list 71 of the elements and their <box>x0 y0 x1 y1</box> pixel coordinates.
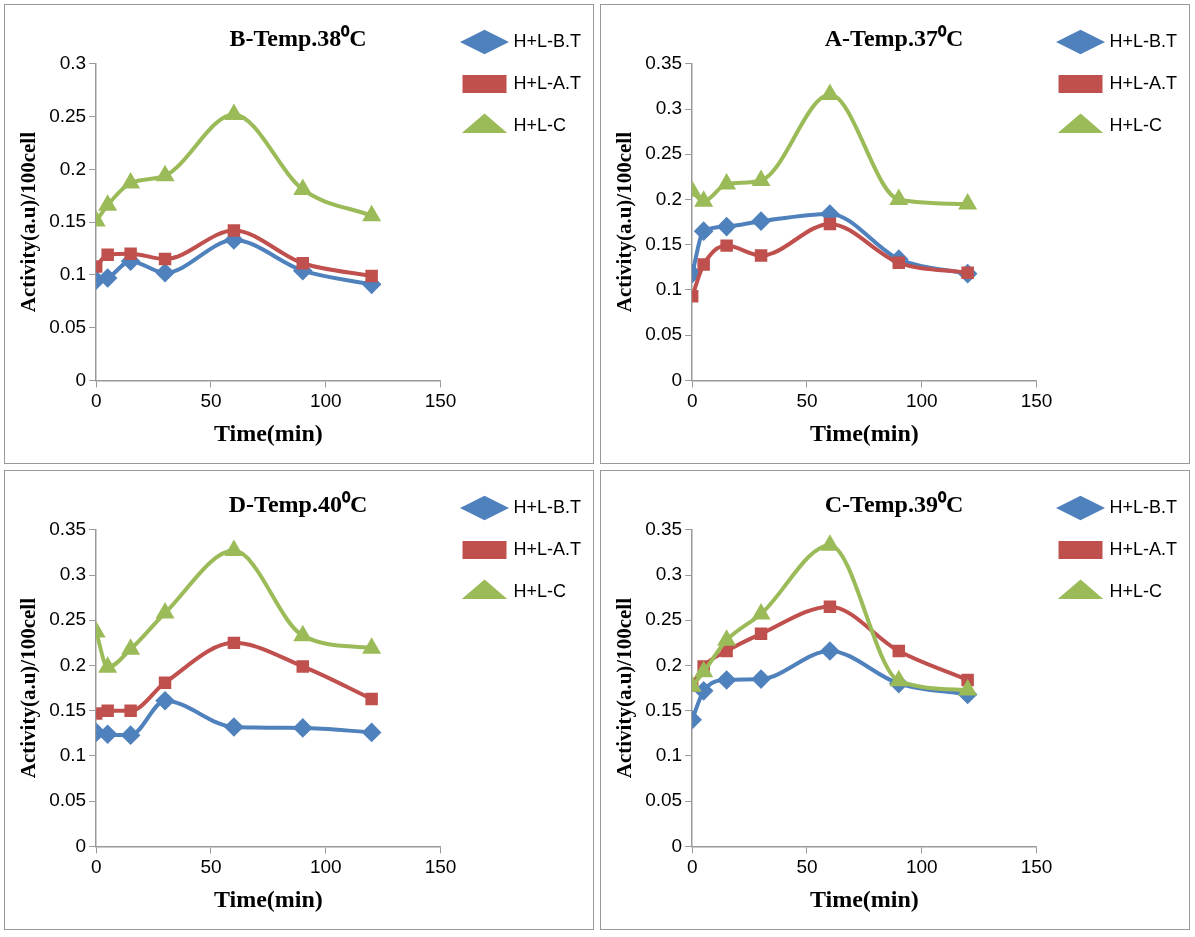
y-tick-label: 0.05 <box>645 323 683 345</box>
x-tick-label: 150 <box>1020 390 1053 412</box>
chart-title: A-Temp.37⁰C <box>824 24 964 51</box>
legend-label: H+L-A.T <box>1109 538 1178 559</box>
y-tick-label: 0.3 <box>655 563 683 585</box>
legend-label: H+L-B.T <box>513 496 582 517</box>
x-tick-label: 50 <box>796 856 818 878</box>
y-tick-label: 0.35 <box>645 518 683 540</box>
y-tick-label: 0.15 <box>645 232 683 254</box>
x-axis-title: Time(min) <box>809 419 919 446</box>
x-tick-label: 0 <box>90 390 102 412</box>
x-tick-label: 0 <box>686 390 698 412</box>
x-axis-title: Time(min) <box>213 885 323 912</box>
y-tick-label: 0.25 <box>49 104 87 126</box>
y-tick-label: 0.25 <box>645 142 683 164</box>
y-tick-label: 0.1 <box>655 744 683 766</box>
legend-label: H+L-B.T <box>513 30 582 51</box>
legend-label: H+L-A.T <box>513 72 582 93</box>
y-tick-label: 0.2 <box>655 187 683 209</box>
y-tick-label: 0.15 <box>645 698 683 720</box>
y-tick-label: 0.05 <box>645 789 683 811</box>
y-tick-label: 0.05 <box>49 315 87 337</box>
legend-label: H+L-C <box>513 580 567 601</box>
legend-label: H+L-C <box>1109 114 1163 135</box>
x-tick-label: 0 <box>90 856 102 878</box>
y-axis-title: Activity(a.u)/100cell <box>16 597 41 779</box>
y-tick-label: 0.35 <box>645 52 683 74</box>
legend-label: H+L-C <box>1109 580 1163 601</box>
x-tick-label: 100 <box>905 390 938 412</box>
x-tick-label: 150 <box>424 856 457 878</box>
y-tick-label: 0.15 <box>49 210 87 232</box>
y-tick-label: 0.2 <box>655 653 683 675</box>
legend-label: H+L-B.T <box>1109 496 1178 517</box>
y-tick-label: 0.1 <box>655 278 683 300</box>
legend-label: H+L-B.T <box>1109 30 1178 51</box>
y-tick-label: 0 <box>671 834 683 856</box>
y-tick-label: 0.25 <box>645 608 683 630</box>
y-tick-label: 0.1 <box>59 744 87 766</box>
y-tick-label: 0.3 <box>59 563 87 585</box>
chart-title: B-Temp.38⁰C <box>229 24 367 51</box>
chart-title: D-Temp.40⁰C <box>228 490 368 517</box>
legend-label: H+L-A.T <box>513 538 582 559</box>
y-tick-label: 0 <box>671 368 683 390</box>
y-tick-label: 0 <box>75 368 87 390</box>
x-axis-title: Time(min) <box>809 885 919 912</box>
x-tick-label: 50 <box>200 390 222 412</box>
y-axis-title: Activity(a.u)/100cell <box>612 597 637 779</box>
x-tick-label: 0 <box>686 856 698 878</box>
y-axis-title: Activity(a.u)/100cell <box>612 131 637 313</box>
x-axis-title: Time(min) <box>213 419 323 446</box>
y-tick-label: 0.2 <box>59 157 87 179</box>
x-tick-label: 150 <box>424 390 457 412</box>
x-tick-label: 150 <box>1020 856 1053 878</box>
y-tick-label: 0.3 <box>655 97 683 119</box>
y-tick-label: 0.05 <box>49 789 87 811</box>
x-tick-label: 100 <box>309 856 342 878</box>
y-axis-title: Activity(a.u)/100cell <box>16 131 41 313</box>
y-tick-label: 0.1 <box>59 263 87 285</box>
x-tick-label: 50 <box>796 390 818 412</box>
y-tick-label: 0.2 <box>59 653 87 675</box>
x-tick-label: 100 <box>309 390 342 412</box>
y-tick-label: 0.15 <box>49 698 87 720</box>
y-tick-label: 0 <box>75 834 87 856</box>
x-tick-label: 100 <box>905 856 938 878</box>
y-tick-label: 0.25 <box>49 608 87 630</box>
y-tick-label: 0.3 <box>59 52 87 74</box>
y-tick-label: 0.35 <box>49 518 87 540</box>
legend-label: H+L-C <box>513 114 567 135</box>
chart-title: C-Temp.39⁰C <box>824 490 964 517</box>
legend-label: H+L-A.T <box>1109 72 1178 93</box>
x-tick-label: 50 <box>200 856 222 878</box>
